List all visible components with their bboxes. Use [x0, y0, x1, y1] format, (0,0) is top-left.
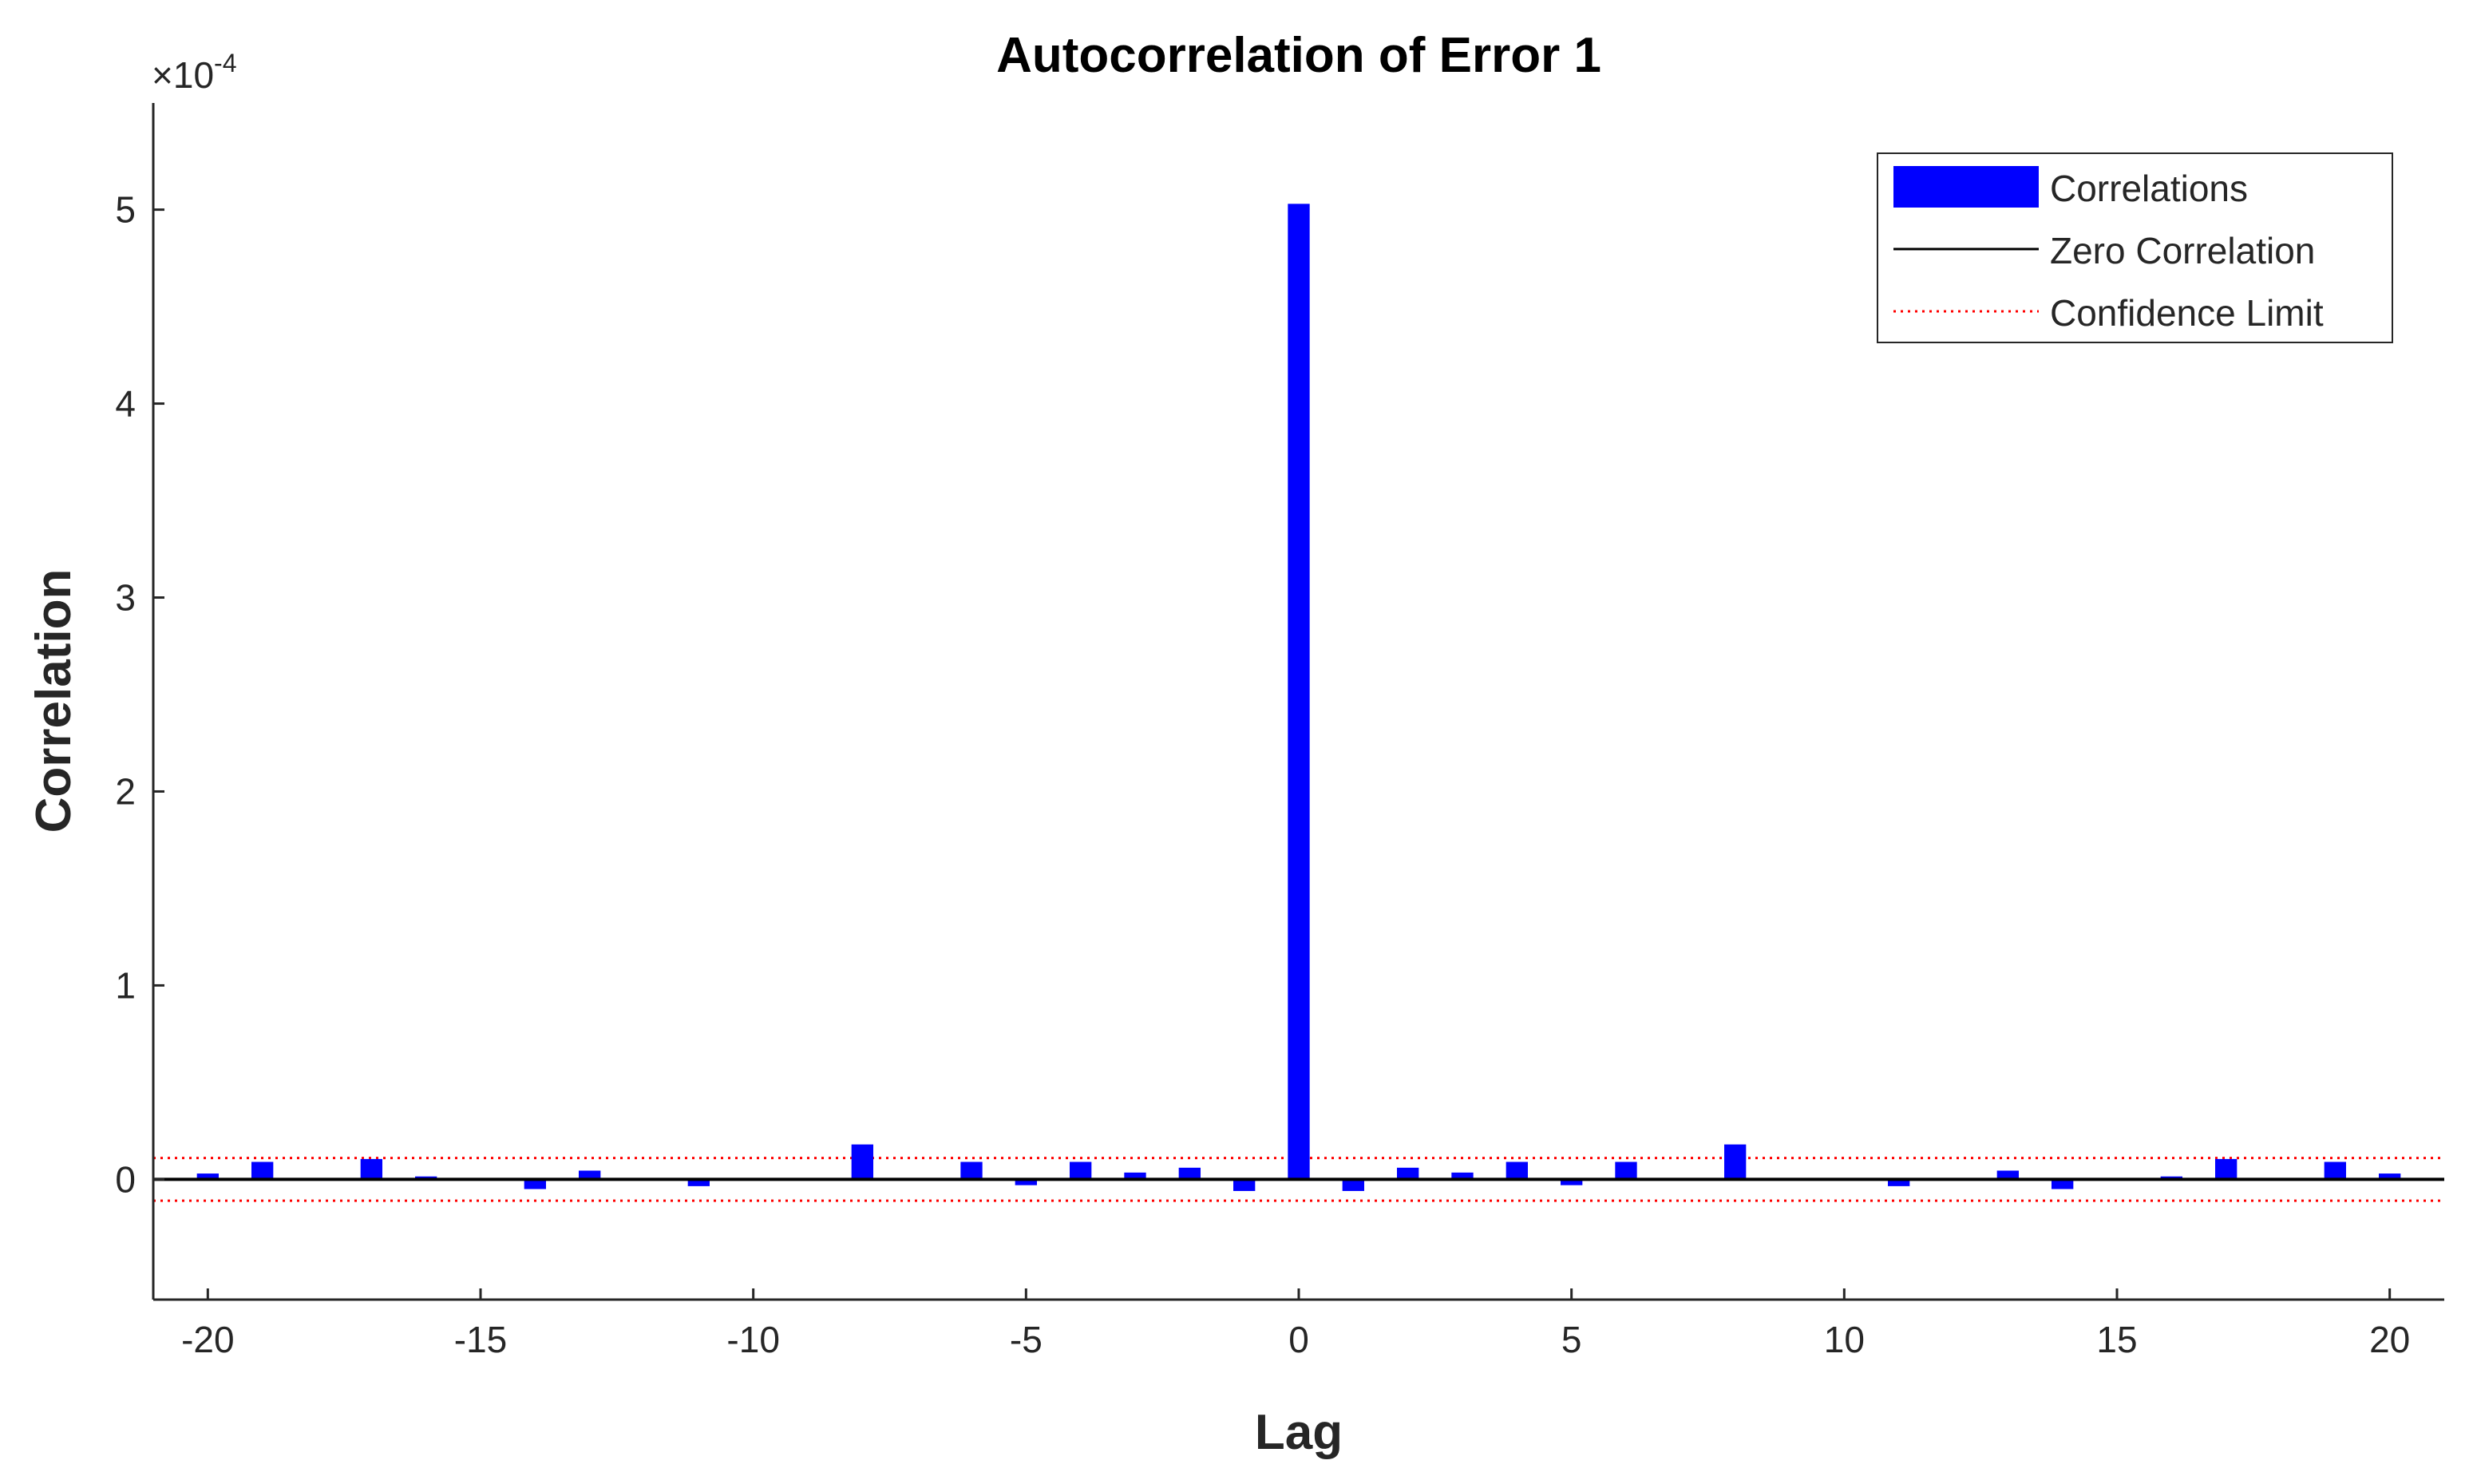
y-tick-label: 3	[115, 577, 136, 619]
bar-lag-20	[2379, 1173, 2401, 1180]
bar-lag-11	[1888, 1179, 1910, 1186]
bar-lag-13	[1996, 1170, 2019, 1180]
bar-lag--8	[851, 1144, 873, 1180]
x-tick-label: 0	[1288, 1319, 1309, 1360]
bar-lag-19	[2324, 1161, 2346, 1180]
svg-text:×10-4: ×10-4	[152, 49, 236, 96]
plot-area	[153, 204, 2444, 1202]
y-tick-label: 4	[115, 383, 136, 425]
y-tick-label: 1	[115, 964, 136, 1006]
bar-lag--2	[1178, 1167, 1201, 1180]
bar-lag--4	[1070, 1161, 1092, 1180]
bar-lag--19	[251, 1161, 274, 1180]
legend-swatch-correlations	[1893, 166, 2039, 208]
bar-lag--17	[360, 1158, 382, 1180]
x-tick-label: -20	[181, 1319, 234, 1360]
x-tick-label: -10	[726, 1319, 779, 1360]
legend-label-correlations: Correlations	[2050, 168, 2248, 209]
y-tick-label: 5	[115, 189, 136, 231]
bar-lag-4	[1506, 1161, 1528, 1180]
y-exponent-label: ×10-4	[152, 49, 236, 96]
legend: Correlations Zero Correlation Confidence…	[1877, 152, 2393, 343]
bar-lag-3	[1451, 1172, 1474, 1180]
x-tick-label: 15	[2096, 1319, 2137, 1360]
bar-lag-17	[2215, 1158, 2238, 1180]
axes: -20 -15 -10 -5 0 5 10 15 20 0 1 2 3 4 5	[115, 103, 2444, 1360]
bar-lag--13	[579, 1170, 601, 1180]
x-tick-label: -15	[454, 1319, 507, 1360]
x-tick-label: 5	[1561, 1319, 1582, 1360]
bar-lag--14	[524, 1179, 546, 1189]
bar-lag--20	[196, 1173, 219, 1180]
bar-lag-1	[1342, 1179, 1364, 1191]
y-tick-label: 0	[115, 1158, 136, 1200]
bar-lag--11	[687, 1179, 710, 1186]
bar-lag-6	[1615, 1161, 1637, 1180]
y-axis-label: Correlation	[26, 569, 81, 833]
bar-lag--3	[1124, 1172, 1146, 1180]
bar-lag-8	[1724, 1144, 1747, 1180]
legend-label-confidence-limit: Confidence Limit	[2050, 292, 2324, 334]
bar-lag--1	[1233, 1179, 1256, 1191]
bar-lag-5	[1561, 1179, 1583, 1185]
bar-lag-14	[2052, 1179, 2074, 1189]
y-exponent-power: -4	[214, 49, 236, 77]
legend-label-zero-correlation: Zero Correlation	[2050, 230, 2315, 271]
y-exponent-base: ×10	[152, 54, 214, 96]
x-tick-label: -5	[1010, 1319, 1043, 1360]
bar-lag--5	[1015, 1179, 1037, 1185]
x-tick-label: 20	[2369, 1319, 2410, 1360]
x-axis-label: Lag	[1255, 1405, 1343, 1460]
bar-lag-0	[1288, 204, 1310, 1180]
x-tick-label: 10	[1824, 1319, 1865, 1360]
bar-lag--6	[960, 1161, 983, 1180]
chart-title: Autocorrelation of Error 1	[996, 28, 1601, 83]
bar-lag-2	[1397, 1167, 1419, 1180]
y-tick-label: 2	[115, 770, 136, 812]
